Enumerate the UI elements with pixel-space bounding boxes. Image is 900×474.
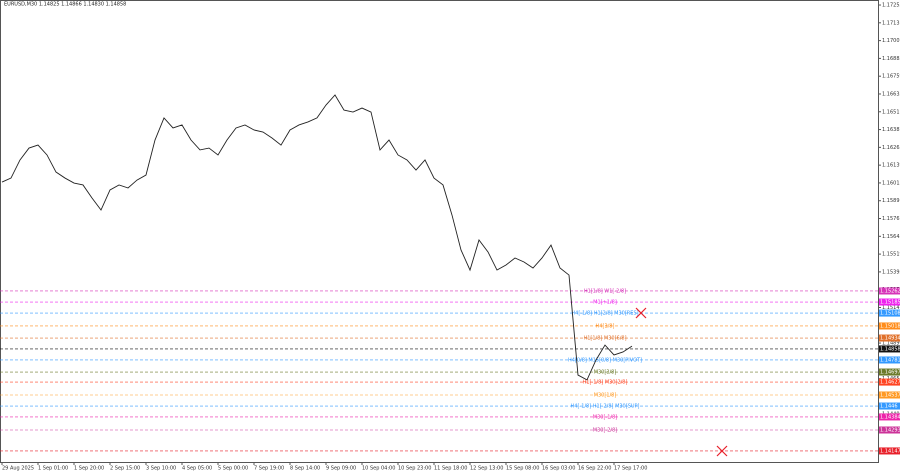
- y-tick-label: 1.15519: [882, 252, 900, 258]
- level-price-box: [879, 426, 900, 434]
- level-price-box: [879, 298, 900, 306]
- y-tick-label: 1.15395: [882, 269, 900, 275]
- y-tick-label: 1.16759: [882, 74, 900, 80]
- level-label: H1[1/8] W1[-2/8]: [584, 288, 626, 294]
- x-tick-label: 9 Sep 09:00: [326, 466, 356, 472]
- level-price: 1.14147: [880, 448, 900, 454]
- level-label: H4[3/8]: [596, 323, 615, 329]
- x-tick-label: 10 Sep 04:00: [362, 466, 395, 472]
- x-tick-label: 11 Sep 18:00: [434, 466, 467, 472]
- x-tick-label: 5 Sep 00:00: [218, 466, 248, 472]
- level-label: M30[1/8]: [594, 392, 617, 398]
- x-tick-label: 1 Sep 01:00: [38, 466, 68, 472]
- level-price-box: [879, 368, 900, 376]
- level-price: 1.15185: [880, 300, 900, 306]
- level-price: 1.14384: [880, 414, 900, 420]
- x-tick-label: 1 Sep 20:00: [74, 466, 104, 472]
- level-price: 1.14781: [880, 357, 900, 363]
- level-label: H1[-1/8] M30[2/8]: [583, 380, 628, 386]
- level-price: 1.14858: [880, 346, 900, 352]
- price-line: [1, 94, 633, 381]
- level-price-box: [879, 322, 900, 330]
- chart-title: EURUSD,M30 1.14825 1.14866 1.14830 1.148…: [4, 2, 126, 8]
- level-price: 1.14537: [880, 392, 900, 398]
- y-tick-label: 1.15643: [882, 234, 900, 240]
- level-price-box: [879, 391, 900, 399]
- y-tick-label: 1.15147: [882, 305, 900, 311]
- level-label: H4[0/8] M15[0/8] M30[PIVOT]: [568, 357, 642, 363]
- level-price-box: [879, 345, 900, 353]
- level-price-box: [879, 356, 900, 364]
- level-label: H1[1/8] M30[6/8]: [583, 336, 626, 342]
- level-price-box: [879, 334, 900, 342]
- level-price: 1.14934: [880, 336, 900, 342]
- level-price-box: [879, 309, 900, 317]
- level-price-box: [879, 447, 900, 455]
- level-label: H4[-1/8] H1[2/8] M30[RES]: [571, 311, 638, 317]
- x-tick-label: 10 Sep 23:00: [398, 466, 431, 472]
- y-tick-label: 1.14899: [882, 341, 900, 347]
- level-label: H4[-1/8] H1[-2/8] M30[SUP]: [571, 404, 640, 410]
- level-label: M30[-2/8]: [593, 428, 617, 434]
- x-tick-label: 29 Aug 2025: [2, 466, 34, 472]
- level-price: 1.14697: [880, 370, 900, 376]
- y-tick-label: 1.16139: [882, 163, 900, 169]
- level-price: 1.15018: [880, 323, 900, 329]
- x-tick-label: 15 Sep 08:00: [506, 466, 539, 472]
- level-price-box: [879, 378, 900, 386]
- y-tick-label: 1.17007: [882, 38, 900, 44]
- x-tick-label: 16 Sep 22:00: [578, 466, 611, 472]
- y-tick-label: 1.17255: [882, 3, 900, 9]
- y-tick-label: 1.16263: [882, 145, 900, 151]
- y-tick-label: 1.15767: [882, 216, 900, 222]
- cross-mark: [635, 307, 647, 319]
- x-tick-label: 2 Sep 15:00: [110, 466, 140, 472]
- cross-mark: [716, 445, 728, 457]
- plot-frame: [0, 0, 879, 463]
- level-label: M30[3/8]: [594, 370, 617, 376]
- x-tick-label: 7 Sep 19:00: [254, 466, 284, 472]
- level-label: M30[-1/8]: [593, 414, 617, 420]
- level-price: 1.1446: [880, 404, 898, 410]
- level-price: 1.15262: [880, 288, 900, 294]
- level-price-box: [879, 287, 900, 295]
- y-tick-label: 1.16015: [882, 180, 900, 186]
- cross-marks: [635, 307, 728, 457]
- level-price: 1.14293: [880, 428, 900, 434]
- x-tick-label: 17 Sep 17:00: [614, 466, 647, 472]
- level-label: M1[+1/8]: [593, 300, 617, 306]
- level-price-box: [879, 413, 900, 421]
- x-tick-label: 8 Sep 14:00: [290, 466, 320, 472]
- y-tick-label: 1.16635: [882, 91, 900, 97]
- y-tick-label: 1.16883: [882, 56, 900, 62]
- x-tick-label: 3 Sep 10:00: [146, 466, 176, 472]
- x-tick-label: 12 Sep 13:00: [470, 466, 503, 472]
- x-tick-label: 16 Sep 03:00: [542, 466, 575, 472]
- level-price: 1.15108: [880, 311, 900, 317]
- x-tick-label: 4 Sep 05:00: [182, 466, 212, 472]
- level-price: 1.14627: [880, 380, 900, 386]
- level-price-box: [879, 402, 900, 410]
- y-tick-label: 1.16387: [882, 127, 900, 133]
